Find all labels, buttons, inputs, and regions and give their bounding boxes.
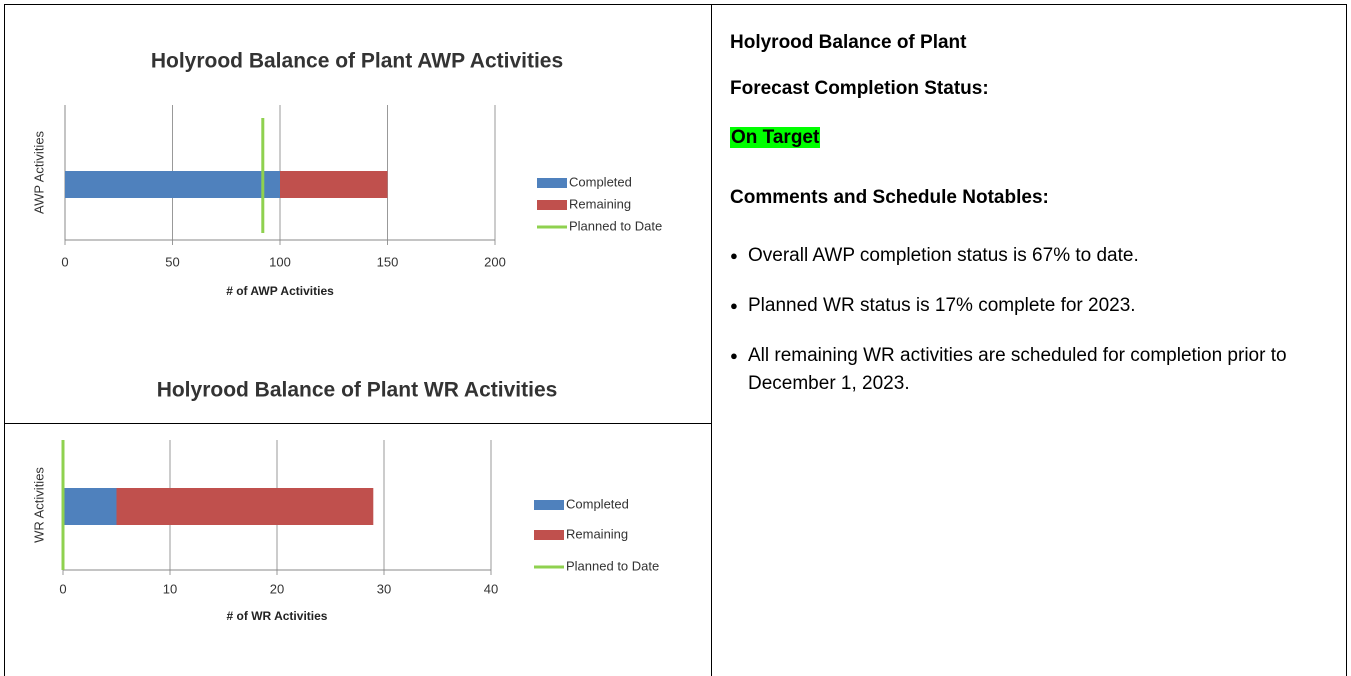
x-tick-label: 0 — [59, 581, 66, 596]
x-tick-label: 50 — [165, 254, 179, 269]
bullet-dot: ● — [730, 348, 738, 363]
x-tick-label: 100 — [269, 254, 291, 269]
x-tick-label: 40 — [484, 581, 498, 596]
bar-segment — [65, 171, 280, 198]
bullet: ● All remaining WR activities are schedul… — [730, 342, 1330, 398]
x-tick-label: 0 — [61, 254, 68, 269]
legend-label: Planned to Date — [566, 558, 659, 573]
comments-label: Comments and Schedule Notables: — [730, 187, 1049, 208]
bullet-text: Overall AWP completion status is 67% to … — [748, 245, 1139, 266]
legend-swatch — [534, 500, 564, 510]
chart-title: Holyrood Balance of Plant AWP Activities — [151, 50, 563, 73]
y-axis-label: WR Activities — [31, 467, 46, 543]
legend-label: Planned to Date — [569, 218, 662, 233]
bullet: ● Overall AWP completion status is 67% to… — [730, 242, 1330, 270]
bullet: ● Planned WR status is 17% complete for 2… — [730, 292, 1330, 320]
x-tick-label: 30 — [377, 581, 391, 596]
legend-label: Remaining — [569, 196, 631, 211]
bullet-dot: ● — [730, 298, 738, 313]
bar-segment — [63, 488, 117, 525]
bullet-text: All remaining WR activities are schedule… — [748, 345, 1287, 394]
legend-swatch — [534, 530, 564, 540]
x-tick-label: 20 — [270, 581, 284, 596]
x-tick-label: 10 — [163, 581, 177, 596]
legend-label: Completed — [569, 174, 632, 189]
chart-title: Holyrood Balance of Plant WR Activities — [157, 379, 558, 402]
bar-segment — [280, 171, 388, 198]
charts: Holyrood Balance of Plant AWP Activities… — [31, 50, 662, 624]
status-badge: On Target — [730, 127, 821, 148]
bullet-list: ● Overall AWP completion status is 67% to… — [730, 242, 1330, 420]
legend-label: Remaining — [566, 526, 628, 541]
x-tick-label: 200 — [484, 254, 506, 269]
bullet-text: Planned WR status is 17% complete for 20… — [748, 295, 1136, 316]
x-axis-label: # of WR Activities — [227, 609, 328, 623]
legend-swatch — [537, 200, 567, 210]
x-axis-label: # of AWP Activities — [226, 284, 334, 298]
x-tick-label: 150 — [377, 254, 399, 269]
legend-label: Completed — [566, 496, 629, 511]
legend-swatch — [537, 178, 567, 188]
bar-segment — [116, 488, 374, 525]
panel-title: Holyrood Balance of Plant — [730, 32, 967, 53]
status-label: Forecast Completion Status: — [730, 78, 989, 99]
y-axis-label: AWP Activities — [31, 130, 46, 214]
bullet-dot: ● — [730, 248, 738, 263]
table-border — [4, 4, 1347, 676]
